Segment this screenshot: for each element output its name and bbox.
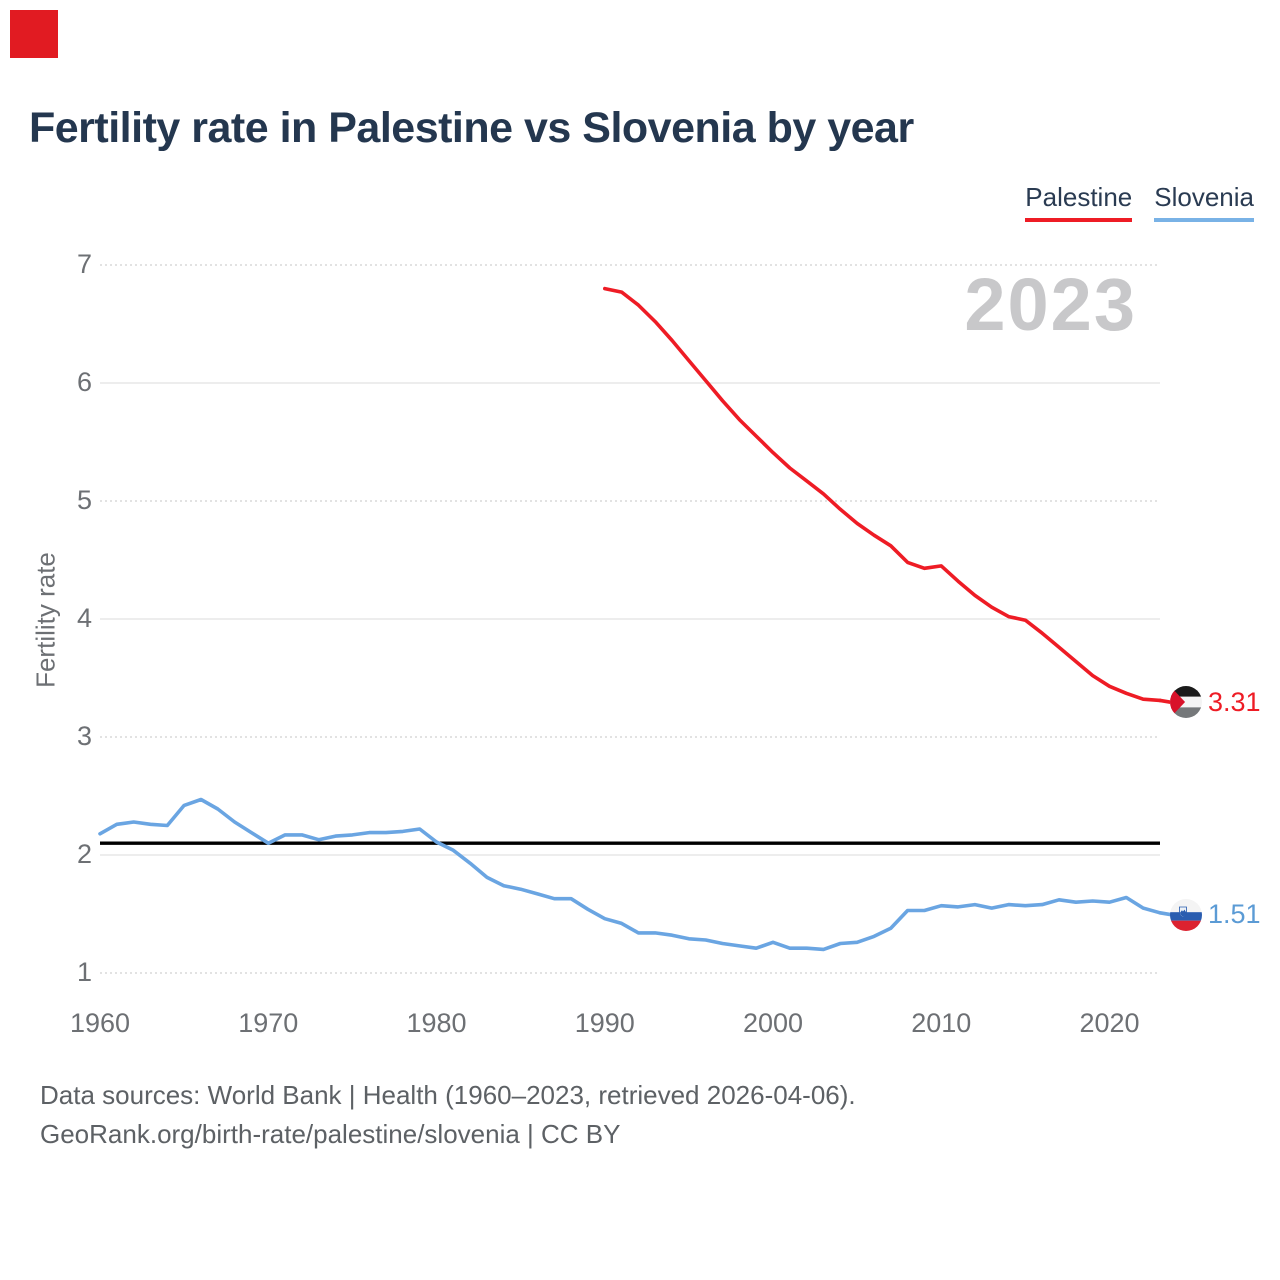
y-tick-label-6: 6 — [76, 366, 92, 397]
slovenia-end-marker: 1.51 — [1170, 898, 1261, 931]
y-tick-label-1: 1 — [76, 956, 92, 987]
y-tick-label-4: 4 — [76, 602, 92, 633]
watermark-year: 2023 — [964, 263, 1137, 346]
x-tick-label-2000: 2000 — [742, 1008, 804, 1038]
x-tick-label-1990: 1990 — [574, 1008, 635, 1038]
footer: Data sources: World Bank | Health (1960–… — [40, 1076, 856, 1154]
palestine-value-label: 3.31 — [1208, 686, 1261, 717]
footer-attribution-line: GeoRank.org/birth-rate/palestine/sloveni… — [40, 1119, 621, 1149]
x-tick-label-1960: 1960 — [69, 1008, 131, 1038]
palestine-line — [602, 286, 1162, 703]
slovenia-value-label: 1.51 — [1208, 899, 1261, 930]
palestine-flag-icon — [1170, 686, 1202, 719]
chart-title: Fertility rate in Palestine vs Slovenia … — [29, 104, 914, 152]
x-tick-label-2010: 2010 — [911, 1008, 972, 1038]
legend-item-slovenia[interactable]: Slovenia — [1154, 183, 1254, 222]
brand-mark — [10, 10, 58, 58]
footer-sources-line: Data sources: World Bank | Health (1960–… — [40, 1080, 856, 1110]
x-tick-label-1980: 1980 — [406, 1008, 467, 1038]
slovenia-line — [98, 797, 1162, 952]
legend-item-palestine[interactable]: Palestine — [1025, 183, 1133, 222]
legend: Palestine Slovenia — [1025, 183, 1254, 222]
y-tick-label-7: 7 — [76, 248, 92, 279]
y-tick-label-3: 3 — [76, 720, 92, 751]
palestine-end-marker: 3.31 — [1170, 686, 1261, 719]
slovenia-flag-icon — [1170, 898, 1202, 931]
x-tick-label-1970: 1970 — [238, 1008, 299, 1038]
y-tick-label-5: 5 — [76, 484, 92, 515]
x-tick-label-2020: 2020 — [1079, 1008, 1140, 1038]
y-tick-label-2: 2 — [76, 838, 92, 869]
